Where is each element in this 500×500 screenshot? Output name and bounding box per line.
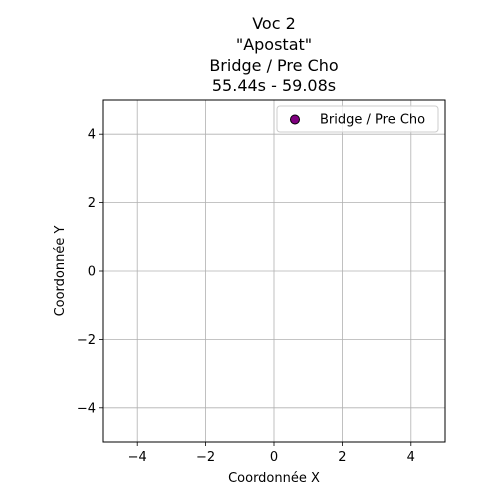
title-line-1: Voc 2 — [252, 14, 296, 33]
x-axis-label: Coordonnée X — [228, 471, 320, 486]
x-tick-label: 4 — [407, 450, 415, 465]
y-axis-ticks: −4 −2 0 2 4 — [77, 128, 103, 416]
y-tick-label: −2 — [77, 333, 96, 348]
x-tick-label: −4 — [128, 450, 147, 465]
legend-label: Bridge / Pre Cho — [320, 113, 425, 128]
title-line-2: "Apostat" — [236, 35, 312, 54]
y-tick-label: −4 — [77, 401, 96, 416]
plot-frame — [102, 99, 446, 443]
x-tick-label: 0 — [270, 450, 278, 465]
y-tick-label: 4 — [88, 128, 96, 143]
x-tick-label: −2 — [196, 450, 215, 465]
legend-marker — [290, 114, 300, 125]
grid-lines — [103, 100, 445, 442]
x-tick-label: 2 — [338, 450, 346, 465]
chart-title: Voc 2 "Apostat" Bridge / Pre Cho 55.44s … — [209, 14, 338, 95]
legend: Bridge / Pre Cho — [276, 105, 439, 133]
y-tick-label: 0 — [88, 265, 96, 280]
title-line-4: 55.44s - 59.08s — [212, 76, 336, 95]
y-axis-label: Coordonnée Y — [53, 226, 68, 317]
x-axis-ticks: −4 −2 0 2 4 — [128, 442, 415, 465]
title-line-3: Bridge / Pre Cho — [209, 56, 338, 75]
legend-box — [276, 105, 439, 133]
y-tick-label: 2 — [88, 196, 96, 211]
